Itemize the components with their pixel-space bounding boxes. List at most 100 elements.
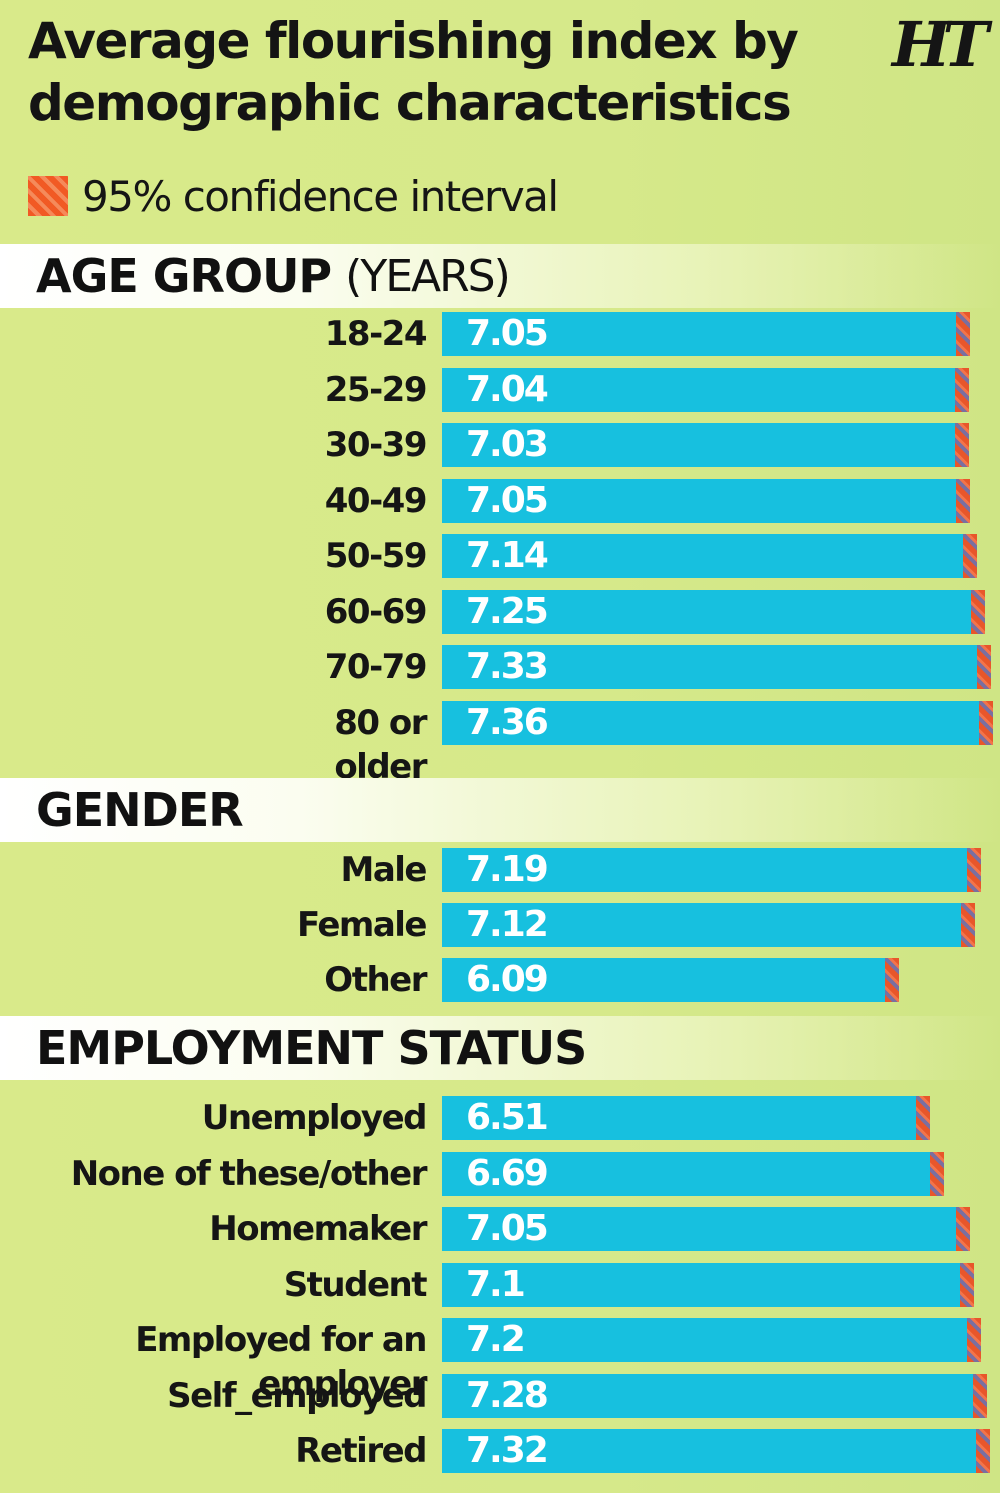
section-title-gender: GENDER [36, 783, 244, 837]
bar-category-label: Female [297, 905, 428, 945]
bar-category-label: Male [340, 850, 428, 890]
confidence-interval [967, 1318, 982, 1362]
bar-category-label: 50-59 [324, 536, 428, 576]
bar-category-label: 25-29 [324, 370, 428, 410]
bar-category-label: Student [283, 1265, 428, 1305]
confidence-interval [955, 368, 970, 412]
confidence-interval [956, 479, 971, 523]
bar [442, 645, 984, 689]
bar-category-label: 40-49 [324, 481, 428, 521]
confidence-interval [959, 1263, 974, 1307]
bar [442, 903, 968, 947]
bar-value-label: 7.05 [466, 313, 549, 354]
section-title-age: AGE GROUP [36, 249, 332, 303]
bar-row: 18-24 7.05 [0, 312, 1000, 356]
confidence-interval [956, 312, 971, 356]
bar-row: 30-39 7.03 [0, 423, 1000, 467]
title-line-1: Average flourishing index by [28, 12, 799, 70]
bar-row: 40-49 7.05 [0, 479, 1000, 523]
bar-category-label: 70-79 [324, 647, 428, 687]
bar [442, 368, 962, 412]
bar-value-label: 7.19 [466, 849, 549, 890]
bar [442, 958, 892, 1002]
confidence-interval [976, 1429, 991, 1473]
bar-category-label: Other [324, 960, 427, 1000]
legend-label: 95% confidence interval [82, 171, 559, 221]
chart-title: Average flourishing index by demographic… [28, 10, 888, 134]
bar-category-label: Self_employed [167, 1376, 427, 1416]
confidence-interval [973, 1374, 988, 1418]
bar-value-label: 6.51 [466, 1097, 549, 1138]
section-header-age: AGE GROUP (YEARS) [0, 244, 1000, 308]
bar-category-label: Retired [295, 1431, 427, 1471]
bar-row: Female 7.12 [0, 903, 1000, 947]
title-line-2: demographic characteristics [28, 74, 792, 132]
bar-value-label: 7.05 [466, 480, 549, 521]
bar [442, 590, 978, 634]
confidence-interval [979, 701, 994, 745]
bar-row: Employed for an employer 7.2 [0, 1318, 1000, 1404]
bar-value-label: 6.09 [466, 959, 549, 1000]
legend: 95% confidence interval [28, 168, 559, 224]
bar-value-label: 7.28 [466, 1375, 549, 1416]
bar-value-label: 7.33 [466, 646, 549, 687]
bar-value-label: 7.36 [466, 702, 549, 743]
bar-category-label: 30-39 [324, 425, 428, 465]
bar [442, 1207, 963, 1251]
bar [442, 1096, 923, 1140]
section-subtitle-age: (YEARS) [345, 250, 511, 302]
bar-category-label: Employed for an employer [135, 1320, 427, 1404]
bar-value-label: 7.04 [466, 369, 549, 410]
bar-value-label: 7.1 [466, 1264, 526, 1305]
bar-value-label: 7.12 [466, 904, 549, 945]
bar [442, 1318, 974, 1362]
bar [442, 479, 963, 523]
confidence-interval [962, 534, 977, 578]
confidence-interval [929, 1152, 944, 1196]
bar-value-label: 7.03 [466, 424, 549, 465]
bar-category-label: Unemployed [201, 1098, 428, 1138]
bar [442, 312, 963, 356]
bar-value-label: 7.25 [466, 591, 549, 632]
section-header-employment: EMPLOYMENT STATUS [0, 1016, 1000, 1080]
bar-value-label: 7.05 [466, 1208, 549, 1249]
bar-value-label: 7.2 [466, 1319, 526, 1360]
bar-row: Male 7.19 [0, 848, 1000, 892]
bar-value-label: 6.69 [466, 1153, 549, 1194]
bar-row: 70-79 7.33 [0, 645, 1000, 689]
bar [442, 1263, 967, 1307]
bar [442, 848, 973, 892]
bar-row: Student 7.1 [0, 1263, 1000, 1307]
bar-row: Retired 7.32 [0, 1429, 1000, 1473]
confidence-interval [956, 1207, 971, 1251]
bar-row: Unemployed 6.51 [0, 1096, 1000, 1140]
section-header-gender: GENDER [0, 778, 1000, 842]
section-title-employment: EMPLOYMENT STATUS [36, 1021, 587, 1075]
bar-value-label: 7.14 [466, 535, 549, 576]
bar-row: Other 6.09 [0, 958, 1000, 1002]
bar [442, 1429, 983, 1473]
confidence-interval [885, 958, 900, 1002]
bar-category-label: None of these/other [70, 1154, 428, 1194]
bar [442, 534, 970, 578]
confidence-interval [966, 848, 981, 892]
bar-row: 50-59 7.14 [0, 534, 1000, 578]
bar-row: 80 or older 7.36 [0, 701, 1000, 787]
bar-category-label: 60-69 [324, 592, 428, 632]
bar [442, 701, 986, 745]
bar [442, 1152, 936, 1196]
bar [442, 423, 961, 467]
bar-value-label: 7.32 [466, 1430, 549, 1471]
bar-row: Self_employed 7.28 [0, 1374, 1000, 1418]
confidence-interval [970, 590, 985, 634]
confidence-interval [961, 903, 976, 947]
bar-row: 60-69 7.25 [0, 590, 1000, 634]
legend-swatch-icon [28, 176, 68, 216]
bar-row: Homemaker 7.05 [0, 1207, 1000, 1251]
bar-row: None of these/other 6.69 [0, 1152, 1000, 1196]
ht-logo: HT [892, 8, 989, 81]
confidence-interval [916, 1096, 931, 1140]
bar-category-label: 80 or older [334, 703, 427, 787]
bar-category-label: Homemaker [209, 1209, 427, 1249]
bar-row: 25-29 7.04 [0, 368, 1000, 412]
